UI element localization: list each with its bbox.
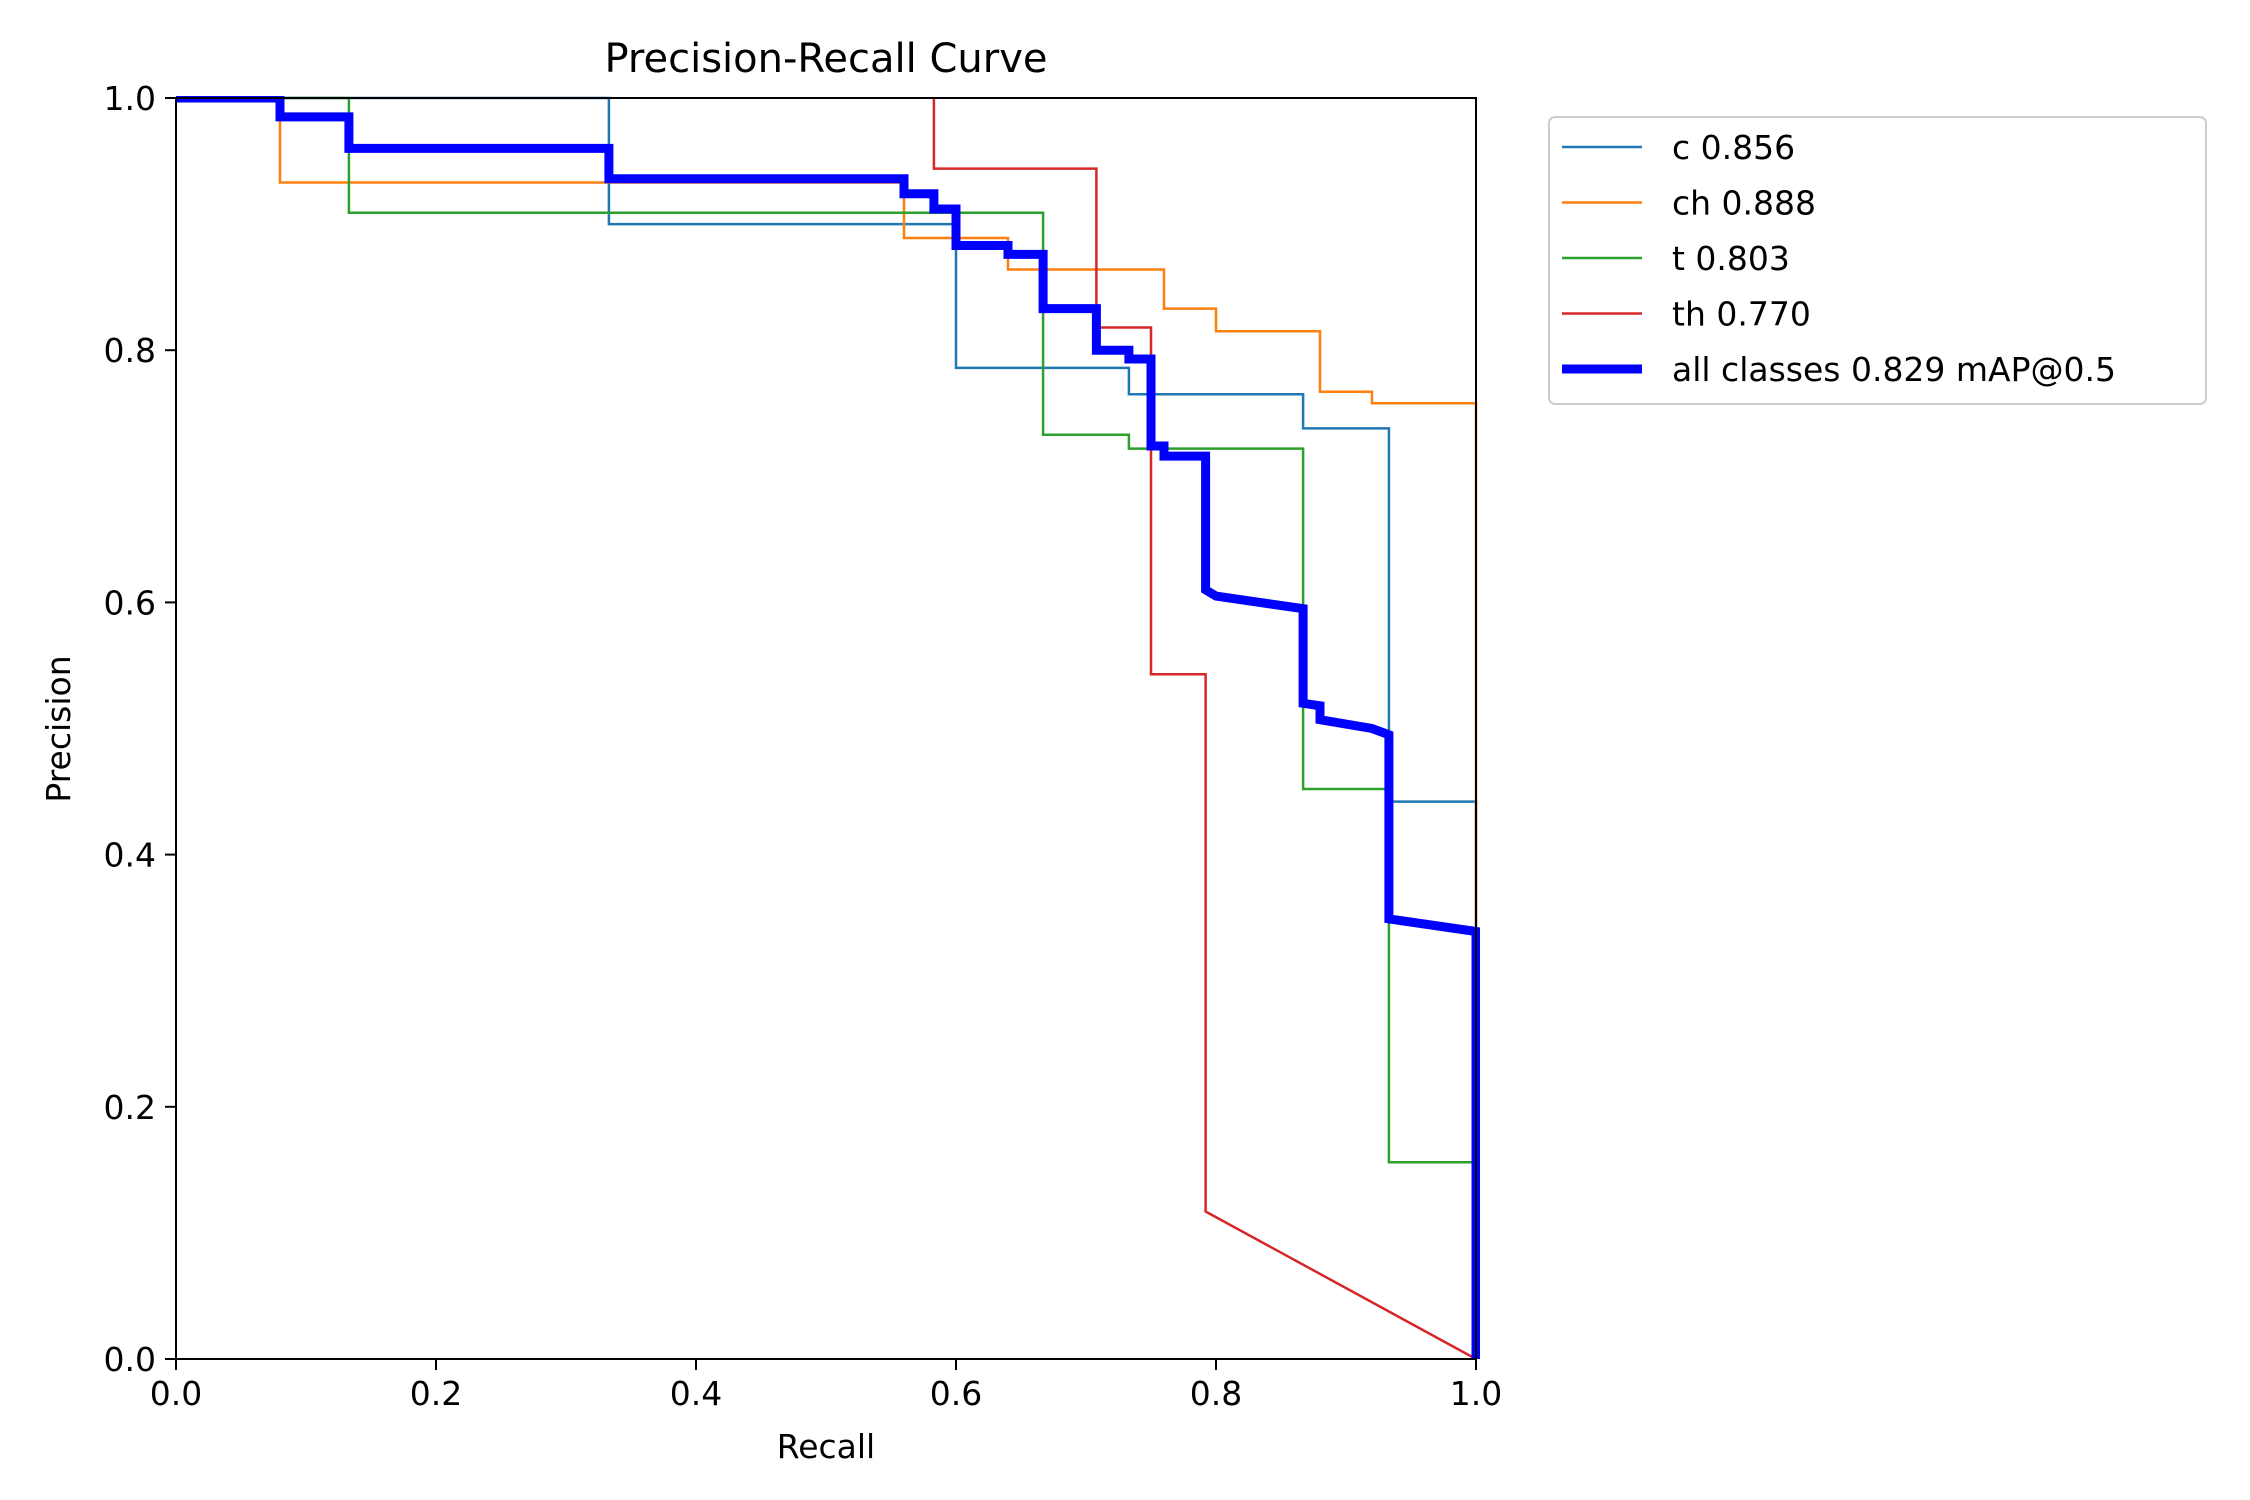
x-tick-label: 0.8 bbox=[1190, 1374, 1242, 1413]
y-tick-label: 0.4 bbox=[104, 836, 156, 875]
plot-area bbox=[175, 96, 1480, 1361]
y-axis-label: Precision bbox=[39, 655, 78, 802]
x-tick-label: 0.4 bbox=[670, 1374, 722, 1413]
x-tick-label: 0.6 bbox=[930, 1374, 982, 1413]
y-tick-label: 0.2 bbox=[104, 1088, 156, 1127]
legend-label: t 0.803 bbox=[1672, 239, 1790, 278]
x-tick-label: 0.0 bbox=[150, 1374, 202, 1413]
y-tick-label: 0.0 bbox=[104, 1340, 156, 1379]
y-tick-label: 0.8 bbox=[104, 331, 156, 370]
y-tick-label: 1.0 bbox=[104, 79, 156, 118]
x-tick-label: 0.2 bbox=[410, 1374, 462, 1413]
legend: c 0.856 ch 0.888 t 0.803 th 0.770 all classe… bbox=[1548, 116, 2207, 405]
legend-label: ch 0.888 bbox=[1672, 184, 1816, 223]
x-axis-label: Recall bbox=[777, 1427, 875, 1466]
chart-title: Precision-Recall Curve bbox=[605, 36, 1048, 82]
series-layer bbox=[176, 96, 1480, 1361]
legend-label: all classes 0.829 mAP@0.5 bbox=[1672, 350, 2116, 389]
x-axis: 0.0 0.2 0.4 0.6 0.8 1.0 bbox=[150, 1359, 1502, 1413]
series-line-3 bbox=[932, 98, 1477, 1361]
plot-frame bbox=[175, 97, 1477, 1360]
x-tick-label: 1.0 bbox=[1450, 1374, 1502, 1413]
y-axis: 0.0 0.2 0.4 0.6 0.8 1.0 bbox=[104, 79, 176, 1379]
legend-frame bbox=[1548, 116, 2207, 405]
y-tick-label: 0.6 bbox=[104, 583, 156, 622]
legend-label: c 0.856 bbox=[1672, 128, 1795, 167]
series-line-2 bbox=[176, 96, 1478, 1359]
legend-label: th 0.770 bbox=[1672, 295, 1811, 334]
series-line-4 bbox=[176, 96, 1480, 1359]
